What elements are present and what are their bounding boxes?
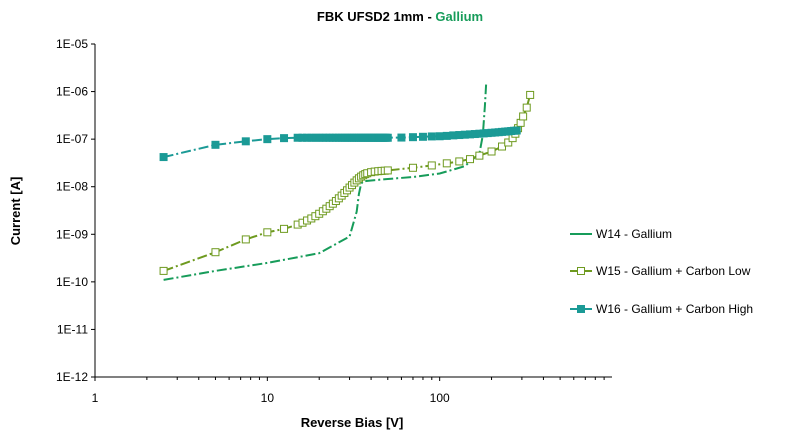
legend-marker: [577, 305, 585, 313]
legend-entry: W14 - Gallium: [596, 227, 672, 241]
data-point: [526, 90, 535, 99]
plot-area: [159, 84, 535, 281]
data-point: [263, 228, 272, 237]
data-point: [280, 134, 289, 143]
data-point: [383, 166, 392, 175]
data-point: [435, 132, 444, 141]
data-point: [427, 161, 436, 170]
data-point: [427, 132, 436, 141]
data-point: [466, 155, 475, 164]
legend-entry: W15 - Gallium + Carbon Low: [596, 264, 751, 278]
data-point: [498, 142, 507, 151]
y-tick-label: 1E-07: [56, 132, 88, 146]
data-point: [522, 103, 531, 112]
y-tick-label: 1E-09: [56, 227, 88, 241]
legend: W14 - Gallium W15 - Gallium + Carbon Low W…: [570, 227, 753, 316]
data-point: [442, 131, 451, 140]
data-point: [280, 224, 289, 233]
legend-entry: W16 - Gallium + Carbon High: [596, 302, 753, 316]
data-point: [504, 138, 513, 147]
data-point: [455, 157, 464, 166]
data-point: [408, 133, 417, 142]
data-point: [159, 266, 168, 275]
data-point: [418, 132, 427, 141]
data-point: [159, 153, 168, 162]
y-axis-label: Current [A]: [8, 177, 23, 246]
y-tick-label: 1E-11: [57, 322, 88, 336]
data-point: [383, 133, 392, 142]
data-point: [487, 147, 496, 156]
data-point: [241, 137, 250, 146]
x-axis-label: Reverse Bias [V]: [301, 415, 404, 430]
data-point: [408, 163, 417, 172]
data-point: [475, 151, 484, 160]
data-point: [241, 235, 250, 244]
y-tick-label: 1E-12: [56, 370, 88, 384]
data-point: [211, 140, 220, 149]
y-tick-label: 1E-08: [56, 180, 88, 194]
x-tick-label: 1: [92, 391, 99, 405]
tick-labels: 1E-12 1E-11 1E-10 1E-09 1E-08 1E-07 1E-06 1E-05…: [56, 37, 450, 405]
data-point: [442, 159, 451, 168]
chart-title-accent: Gallium: [435, 9, 483, 24]
y-tick-label: 1E-05: [56, 37, 88, 51]
data-point: [397, 133, 406, 142]
data-point: [211, 248, 220, 257]
data-point: [512, 126, 521, 135]
axes: [91, 43, 612, 381]
y-tick-label: 1E-06: [56, 85, 88, 99]
data-point: [263, 135, 272, 144]
data-point: [519, 112, 528, 121]
x-tick-label: 100: [430, 391, 450, 405]
series-line: [163, 84, 488, 281]
x-tick-label: 10: [261, 391, 275, 405]
y-tick-label: 1E-10: [56, 275, 88, 289]
legend-marker: [577, 267, 585, 275]
series-line: [163, 94, 532, 272]
chart-title-main: FBK UFSD2 1mm -: [317, 9, 435, 24]
chart-title: FBK UFSD2 1mm - Gallium: [317, 9, 483, 24]
